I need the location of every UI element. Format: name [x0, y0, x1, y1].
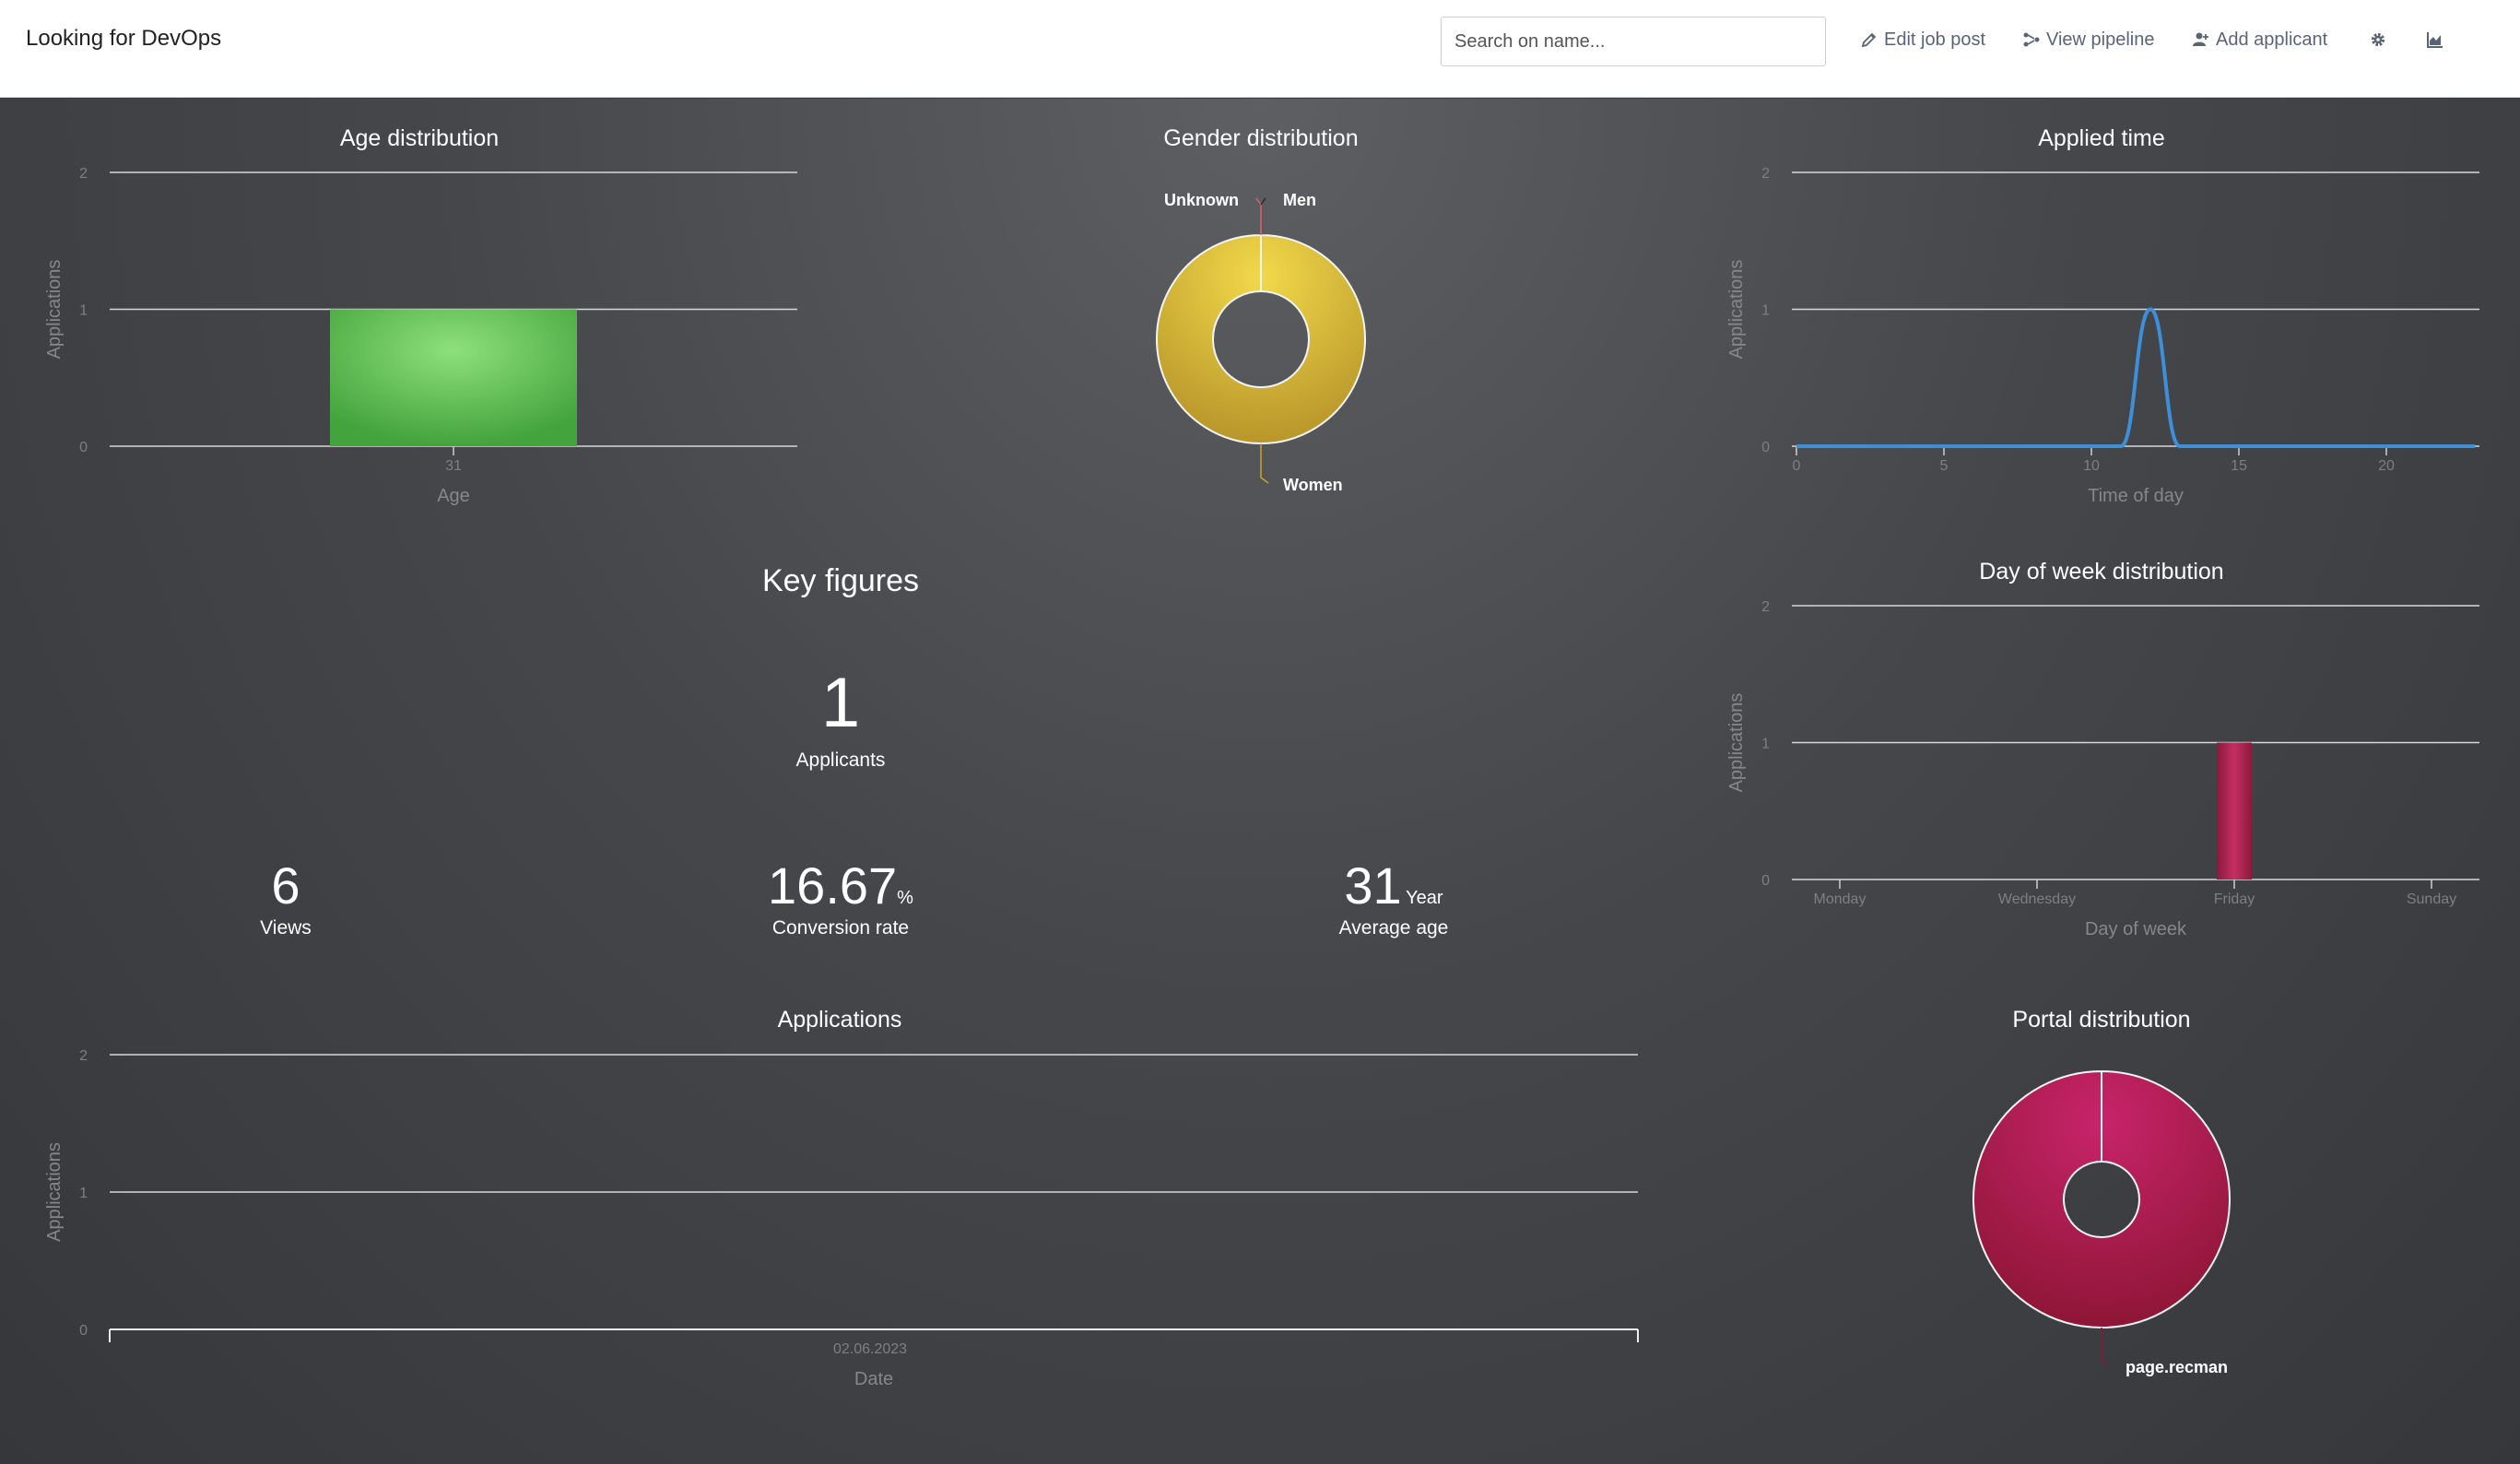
applications-chart: Applications 0 1 2 Applications Date 02.06.202…	[44, 1007, 1639, 1389]
y-tick-label: 1	[79, 1186, 88, 1201]
slice-label: Men	[1283, 191, 1316, 209]
x-tick-label: Sunday	[2407, 891, 2456, 907]
label-connector	[2101, 1328, 2108, 1366]
y-tick-label: 0	[1761, 873, 1770, 889]
x-tick-label: Monday	[1814, 891, 1866, 907]
charts-canvas: Age distribution 0 1 2 Applications Age 31 Gen…	[44, 125, 2479, 1389]
area-chart-icon	[2427, 32, 2443, 48]
bar	[330, 309, 577, 446]
chart-title: Day of week distribution	[1979, 559, 2223, 584]
slice-label: Women	[1283, 476, 1343, 494]
y-tick-label: 1	[79, 303, 88, 319]
average-age-unit: Year	[1406, 888, 1443, 908]
edit-job-post-label: Edit job post	[1884, 29, 1986, 50]
add-user-icon	[2193, 32, 2208, 46]
y-tick-label: 0	[1761, 440, 1770, 455]
add-applicant-button[interactable]: Add applicant	[2192, 26, 2327, 53]
y-tick-label: 2	[1761, 166, 1770, 182]
chart-title: Applied time	[2038, 125, 2165, 151]
conversion-rate-value: 16.67	[768, 856, 898, 915]
portal-distribution-chart: Portal distribution page.recman	[1972, 1007, 2231, 1376]
statistics-button[interactable]	[2426, 26, 2444, 53]
x-tick-label: 15	[2231, 458, 2247, 474]
conversion-rate-figure: 16.67% Conversion rate	[702, 860, 979, 939]
x-tick-label: 02.06.2023	[833, 1341, 907, 1357]
views-label: Views	[260, 917, 312, 939]
pipeline-icon	[2023, 32, 2040, 47]
slice-label: Unknown	[1164, 191, 1239, 209]
x-tick-label: 20	[2378, 458, 2395, 474]
job-title: Looking for DevOps	[26, 26, 222, 51]
chart-title: Gender distribution	[1163, 125, 1358, 151]
slice-label: page.recman	[2126, 1358, 2228, 1376]
label-connector	[1260, 197, 1266, 206]
day-of-week-chart: Day of week distribution 0 1 2 Applications D…	[1726, 559, 2479, 939]
key-figures-title: Key figures	[761, 563, 920, 598]
view-pipeline-button[interactable]: View pipeline	[2022, 26, 2155, 53]
y-tick-label: 1	[1761, 303, 1770, 319]
age-distribution-chart: Age distribution 0 1 2 Applications Age 31	[44, 125, 797, 506]
views-value: 6	[271, 856, 300, 915]
y-tick-label: 2	[79, 1048, 88, 1064]
applicants-label: Applicants	[795, 750, 886, 771]
average-age-value: 31	[1344, 856, 1402, 915]
pie-slice	[1156, 233, 1366, 444]
pencil-icon	[1861, 32, 1877, 48]
conversion-rate-unit: %	[897, 888, 913, 908]
top-bar: Looking for DevOps Edit job post View pi…	[0, 0, 2520, 98]
x-axis-label: Date	[854, 1369, 893, 1389]
average-age-figure: 31 Year Average age	[1255, 860, 1532, 939]
gear-icon	[2371, 32, 2385, 47]
y-tick-label: 0	[79, 440, 88, 455]
statistics-dashboard: Age distribution 0 1 2 Applications Age 31 Gen…	[0, 99, 2520, 1464]
chart-title: Applications	[778, 1007, 902, 1033]
x-axis-label: Time of day	[2088, 486, 2184, 506]
y-tick-label: 0	[79, 1323, 88, 1339]
average-age-label: Average age	[1338, 917, 1449, 939]
y-tick-label: 2	[1761, 599, 1770, 615]
views-figure: 6 Views	[147, 860, 424, 939]
x-axis-label: Day of week	[2085, 919, 2187, 939]
gender-distribution-chart: Gender distribution Unknown Men Women	[1156, 125, 1366, 494]
label-connector	[1255, 197, 1262, 235]
y-axis-label: Applications	[1726, 693, 1747, 793]
x-tick-label: 31	[445, 458, 462, 474]
y-axis-label: Applications	[44, 1142, 65, 1242]
x-tick-label: 10	[2083, 458, 2100, 474]
add-applicant-label: Add applicant	[2216, 29, 2328, 50]
view-pipeline-label: View pipeline	[2046, 29, 2155, 50]
bar	[2217, 742, 2252, 880]
chart-title: Portal distribution	[2012, 1007, 2190, 1033]
conversion-rate-label: Conversion rate	[771, 917, 910, 939]
search-input[interactable]	[1441, 17, 1826, 66]
data-line	[1796, 307, 2475, 449]
applied-time-chart: Applied time 0 1 2 Applications Time of day 0 5…	[1726, 125, 2479, 506]
pie-slice	[1972, 1069, 2231, 1328]
edit-job-post-button[interactable]: Edit job post	[1860, 26, 1985, 53]
settings-button[interactable]	[2369, 26, 2387, 53]
label-connector	[1260, 443, 1269, 484]
x-axis-label: Age	[437, 486, 470, 506]
chart-title: Age distribution	[340, 125, 499, 151]
x-tick-label: Friday	[2214, 891, 2255, 907]
applicants-value: 1	[820, 664, 861, 742]
y-axis-label: Applications	[44, 260, 65, 360]
y-tick-label: 2	[79, 166, 88, 182]
x-tick-label: Wednesday	[1998, 891, 2076, 907]
y-axis-label: Applications	[1726, 260, 1747, 360]
x-tick-label: 0	[1793, 458, 1801, 474]
x-tick-label: 5	[1940, 458, 1949, 474]
applicants-figure: 1 Applicants	[702, 668, 979, 772]
y-tick-label: 1	[1761, 737, 1770, 752]
